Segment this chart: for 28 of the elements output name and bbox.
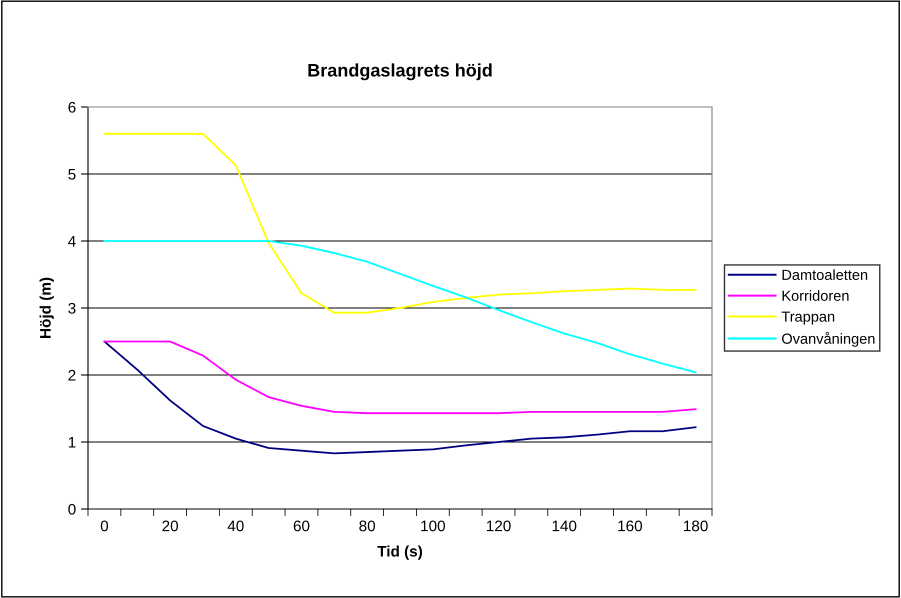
y-tick-label: 1 bbox=[68, 437, 76, 448]
legend-label: Trappan bbox=[782, 312, 834, 325]
x-axis-title: Tid (s) bbox=[377, 545, 422, 560]
x-tick-label: 0 bbox=[100, 520, 108, 532]
line-series bbox=[104, 240, 696, 374]
legend-label: Ovanvåningen bbox=[782, 332, 874, 347]
line-series bbox=[104, 340, 696, 454]
x-tick-label: 120 bbox=[486, 520, 511, 532]
x-tick-label: 40 bbox=[228, 520, 244, 532]
x-tick-label: 140 bbox=[552, 520, 576, 532]
x-tick-label: 80 bbox=[359, 520, 376, 532]
x-tick-label: 100 bbox=[421, 520, 445, 532]
x-tick-label: 60 bbox=[294, 520, 310, 532]
x-tick-label: 160 bbox=[618, 520, 642, 532]
y-tick-label: 0 bbox=[68, 504, 76, 515]
y-tick-label: 3 bbox=[68, 302, 76, 314]
y-tick-label: 2 bbox=[68, 370, 76, 381]
legend-label: Korridoren bbox=[782, 290, 848, 301]
line-series bbox=[104, 132, 696, 314]
legend-label: Damtoaletten bbox=[782, 269, 868, 280]
line-series bbox=[104, 340, 696, 414]
x-tick-label: 20 bbox=[162, 520, 178, 532]
y-tick-label: 4 bbox=[68, 236, 76, 247]
y-tick-label: 5 bbox=[68, 169, 76, 180]
y-axis-title: Höjd (m) bbox=[40, 278, 54, 338]
y-tick-label: 6 bbox=[68, 102, 76, 113]
x-tick-label: 180 bbox=[684, 520, 708, 532]
chart-title: Brandgaslagrets höjd bbox=[308, 63, 492, 80]
